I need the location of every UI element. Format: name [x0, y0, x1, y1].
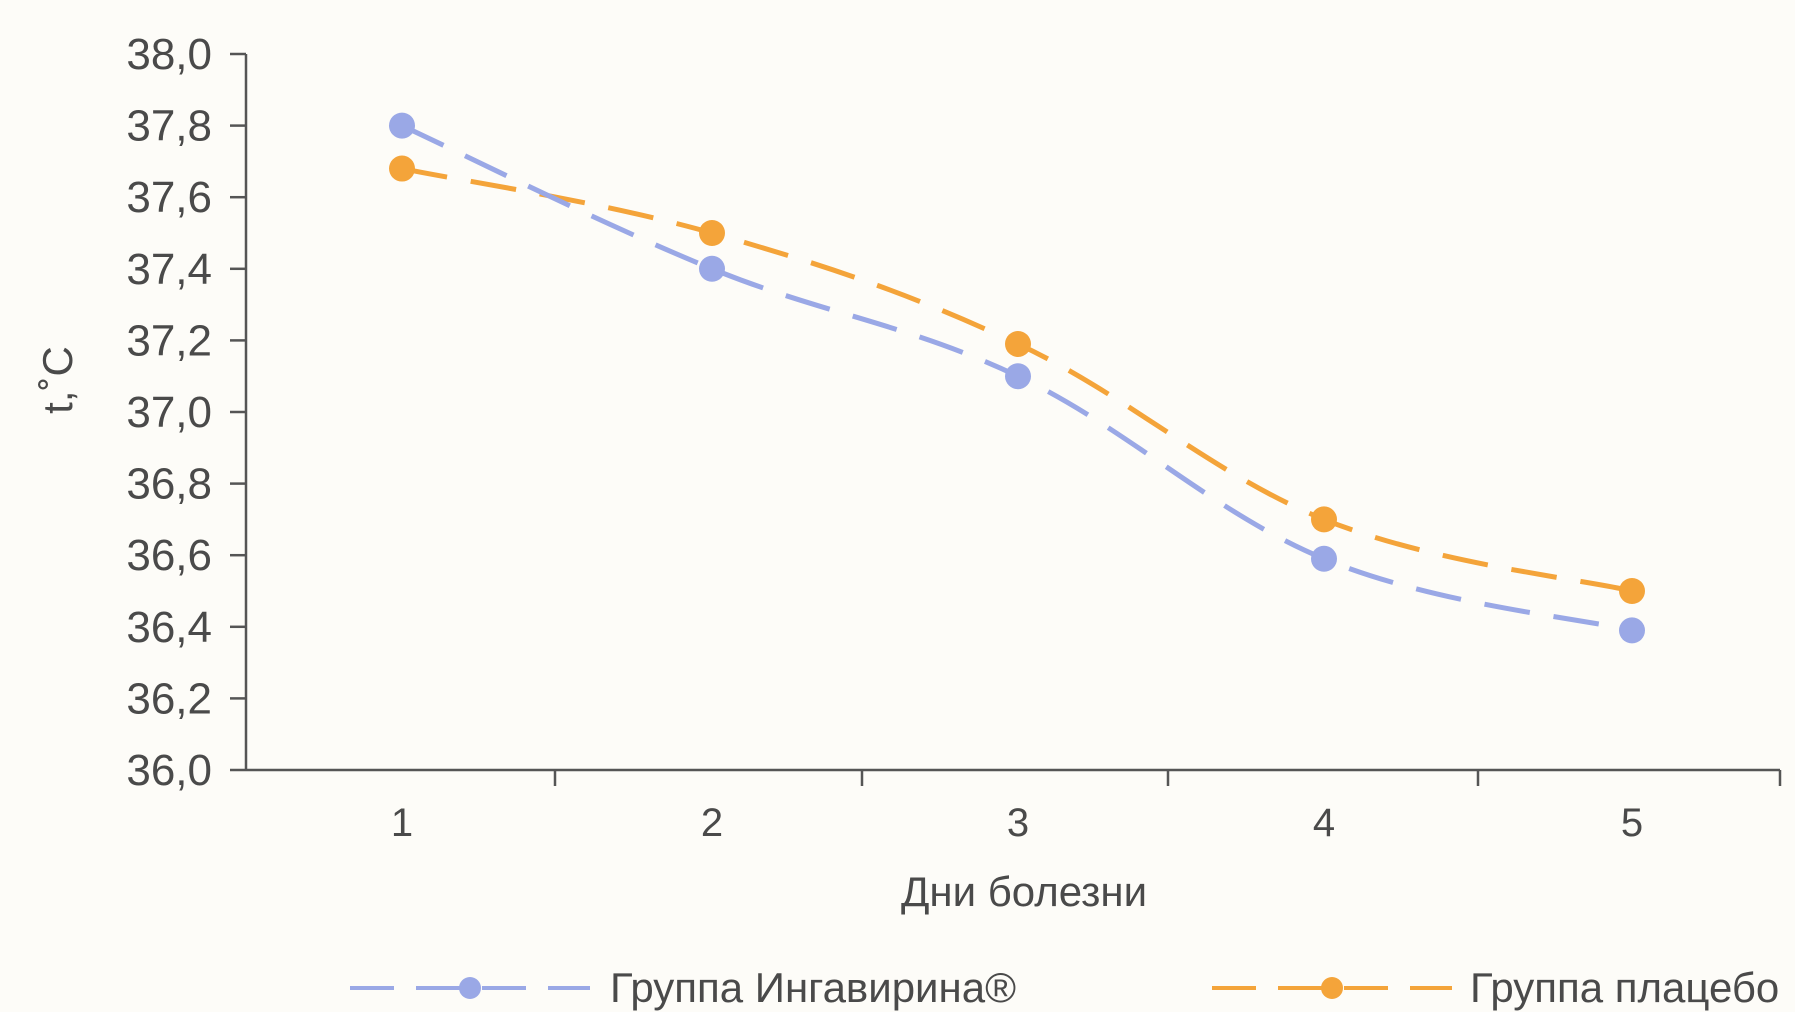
legend-label: Группа Ингавирина® — [610, 964, 1016, 1011]
legend-item-ingavirin: Группа Ингавирина® — [350, 964, 1016, 1011]
y-tick-label: 38,0 — [126, 30, 212, 79]
data-point — [1311, 545, 1337, 572]
data-point — [1619, 578, 1645, 604]
data-point — [1005, 363, 1031, 390]
y-tick-label: 37,8 — [126, 102, 212, 151]
series-layer — [389, 112, 1645, 644]
y-tick-label: 36,0 — [126, 746, 212, 795]
series-ingavirin — [389, 112, 1645, 644]
x-tick-label: 5 — [1621, 801, 1643, 845]
x-tick-label: 1 — [391, 801, 413, 845]
data-point — [389, 112, 415, 139]
series-placebo — [389, 155, 1645, 604]
legend-swatch-marker — [459, 977, 481, 999]
data-point — [1005, 330, 1031, 357]
x-axis-title: Дни болезни — [901, 868, 1147, 915]
legend-swatch-marker — [1321, 977, 1343, 999]
y-tick-label: 36,2 — [126, 674, 212, 723]
y-tick-label: 37,2 — [126, 316, 212, 365]
data-point — [699, 220, 725, 246]
y-ticks: 38,0 37,8 37,6 37,4 37,2 37,0 36,8 36,6 36,4 36,2… — [126, 30, 246, 795]
legend-label: Группа плацебо — [1470, 964, 1779, 1011]
y-tick-label: 36,4 — [126, 603, 212, 652]
y-tick-label: 37,0 — [126, 388, 212, 437]
x-ticks: 1 2 3 4 5 — [391, 770, 1782, 845]
data-point — [389, 155, 415, 182]
legend: Группа Ингавирина® Группа плацебо — [350, 964, 1779, 1011]
x-tick-label: 4 — [1313, 801, 1335, 845]
axes: 38,0 37,8 37,6 37,4 37,2 37,0 36,8 36,6 36,4 36,2… — [126, 30, 1782, 845]
x-tick-label: 2 — [701, 801, 723, 845]
x-tick-label: 3 — [1007, 801, 1029, 845]
data-point — [1619, 617, 1645, 644]
y-tick-label: 36,6 — [126, 531, 212, 580]
y-tick-label: 37,4 — [126, 245, 212, 294]
y-axis-title: t,˚C — [34, 346, 81, 414]
y-tick-label: 37,6 — [126, 173, 212, 222]
legend-item-placebo: Группа плацебо — [1212, 964, 1779, 1011]
data-point — [1311, 506, 1337, 533]
data-point — [699, 255, 725, 282]
y-tick-label: 36,8 — [126, 460, 212, 509]
